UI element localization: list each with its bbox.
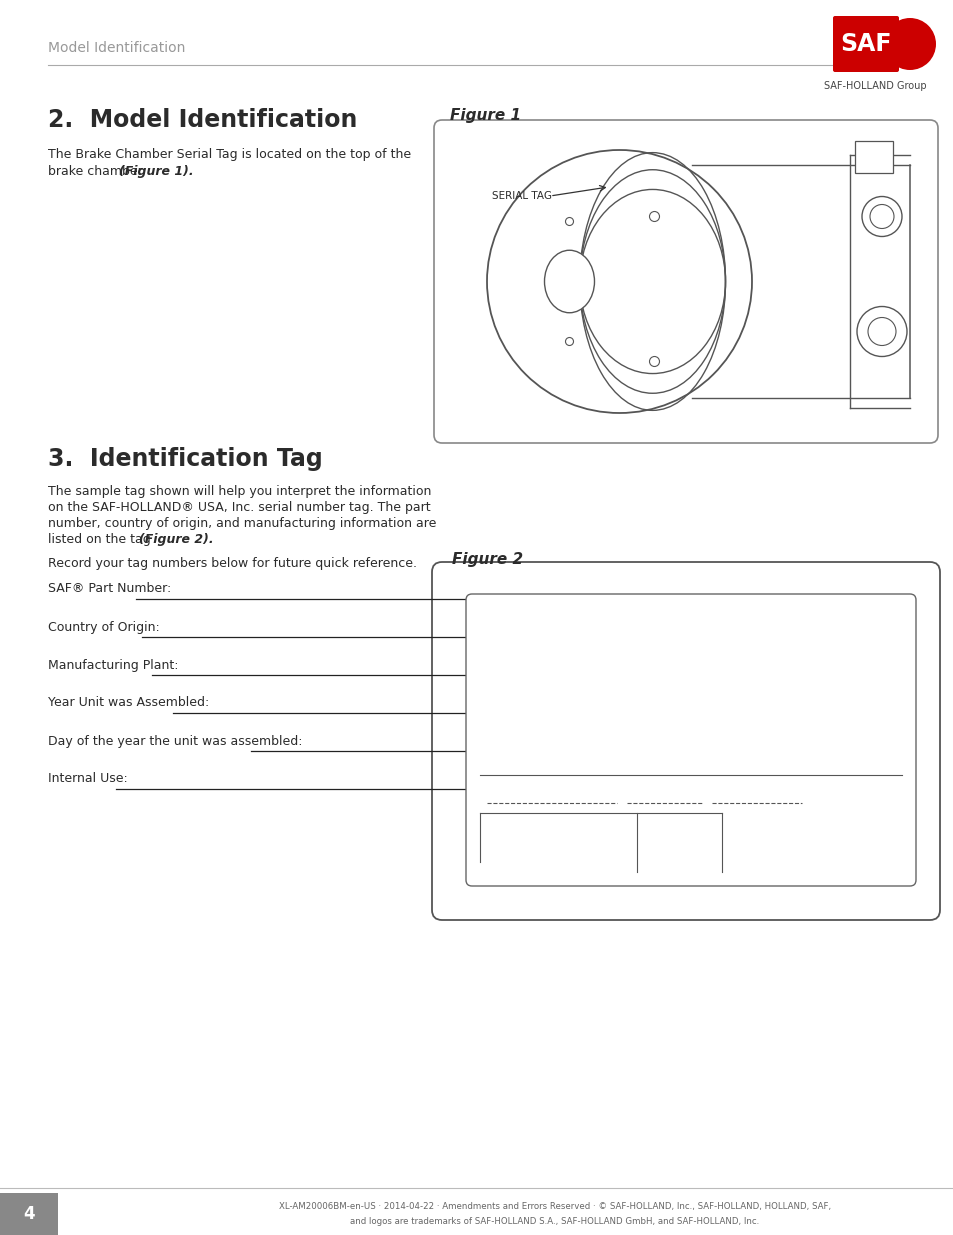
FancyBboxPatch shape (465, 594, 915, 885)
Bar (0, 1193, 58, 1235)
Circle shape (867, 317, 895, 346)
Text: Figure 1: Figure 1 (450, 107, 520, 124)
Text: and logos are trademarks of SAF-HOLLAND S.A., SAF-HOLLAND GmbH, and SAF-HOLLAND,: and logos are trademarks of SAF-HOLLAND … (350, 1216, 759, 1225)
Text: Internal Use:: Internal Use: (48, 773, 128, 785)
Circle shape (565, 217, 573, 226)
Text: XL-AM20006BM-en-US · 2014-04-22 · Amendments and Errors Reserved · © SAF-HOLLAND: XL-AM20006BM-en-US · 2014-04-22 · Amendm… (278, 1203, 830, 1212)
Text: (Figure 2).: (Figure 2). (139, 534, 213, 546)
Ellipse shape (544, 251, 594, 312)
Circle shape (649, 357, 659, 367)
Text: listed on the tag: listed on the tag (48, 534, 154, 546)
Text: (Figure 1).: (Figure 1). (118, 165, 193, 178)
Text: 2.  Model Identification: 2. Model Identification (48, 107, 357, 132)
Text: SAF: SAF (840, 32, 891, 56)
Text: Figure 2: Figure 2 (452, 552, 522, 567)
Text: Day of the year the unit was assembled:: Day of the year the unit was assembled: (48, 735, 302, 747)
Bar (854, 141, 892, 173)
Text: brake chamber: brake chamber (48, 165, 147, 178)
Circle shape (649, 211, 659, 221)
Text: 3.  Identification Tag: 3. Identification Tag (48, 447, 322, 471)
FancyBboxPatch shape (832, 16, 898, 72)
Text: The Brake Chamber Serial Tag is located on the top of the: The Brake Chamber Serial Tag is located … (48, 148, 411, 161)
Circle shape (883, 19, 935, 70)
Text: Record your tag numbers below for future quick reference.: Record your tag numbers below for future… (48, 557, 416, 571)
Circle shape (856, 306, 906, 357)
Text: on the SAF-HOLLAND® USA, Inc. serial number tag. The part: on the SAF-HOLLAND® USA, Inc. serial num… (48, 501, 430, 514)
Text: 4: 4 (23, 1205, 34, 1223)
FancyBboxPatch shape (432, 562, 939, 920)
Circle shape (862, 196, 901, 236)
Text: The sample tag shown will help you interpret the information: The sample tag shown will help you inter… (48, 485, 431, 498)
Circle shape (565, 337, 573, 346)
Text: number, country of origin, and manufacturing information are: number, country of origin, and manufactu… (48, 517, 436, 530)
Text: SERIAL TAG: SERIAL TAG (492, 191, 552, 201)
Text: Model Identification: Model Identification (48, 41, 185, 56)
Text: Year Unit was Assembled:: Year Unit was Assembled: (48, 697, 209, 709)
Text: Country of Origin:: Country of Origin: (48, 620, 159, 634)
Ellipse shape (486, 149, 751, 412)
Text: SAF® Part Number:: SAF® Part Number: (48, 583, 172, 595)
Text: Manufacturing Plant:: Manufacturing Plant: (48, 658, 178, 672)
Text: SAF-HOLLAND Group: SAF-HOLLAND Group (822, 82, 925, 91)
Circle shape (869, 205, 893, 228)
FancyBboxPatch shape (434, 120, 937, 443)
